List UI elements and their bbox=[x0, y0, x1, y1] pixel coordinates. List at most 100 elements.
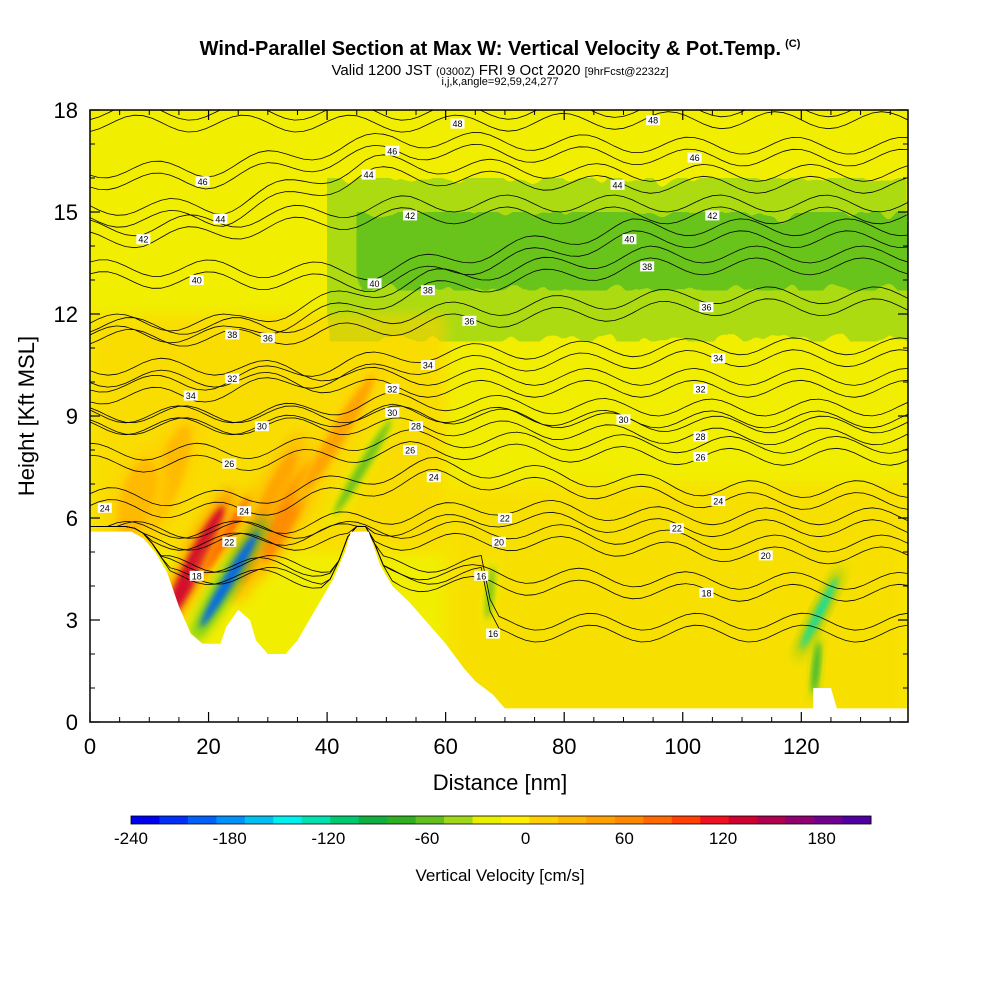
contour-label: 30 bbox=[616, 414, 631, 425]
x-tick-label: 80 bbox=[552, 734, 576, 759]
colorbar-tick-label: -120 bbox=[311, 829, 345, 848]
contour-label: 38 bbox=[420, 285, 435, 296]
contour-label: 34 bbox=[183, 390, 198, 401]
contour-label-text: 38 bbox=[642, 262, 652, 272]
colorbar-swatch bbox=[586, 816, 616, 824]
contour-label-bg bbox=[486, 628, 501, 639]
contour-label-bg bbox=[699, 302, 714, 313]
contour-label-bg bbox=[669, 523, 684, 534]
contour-label: 36 bbox=[260, 332, 275, 343]
theta-contour bbox=[90, 457, 908, 507]
contour-label: 34 bbox=[711, 353, 726, 364]
contour-label: 34 bbox=[420, 360, 435, 371]
contour-label-text: 16 bbox=[476, 571, 486, 581]
updraft-cell bbox=[162, 506, 225, 626]
contour-label-bg bbox=[426, 472, 441, 483]
contour-label-bg bbox=[222, 458, 237, 469]
contour-label-text: 30 bbox=[387, 408, 397, 418]
contour-label-bg bbox=[492, 536, 506, 547]
theta-contour bbox=[90, 154, 908, 216]
downdraft-cell bbox=[485, 566, 495, 620]
theta-contour bbox=[90, 391, 908, 424]
theta-contour bbox=[90, 286, 908, 335]
contour-label: 40 bbox=[367, 278, 382, 289]
theta-contour bbox=[90, 206, 908, 249]
contour-label: 16 bbox=[486, 628, 501, 639]
colorbar-swatch bbox=[187, 816, 217, 824]
colorbar-swatch bbox=[757, 816, 787, 824]
y-tick-label: 6 bbox=[66, 506, 78, 531]
contour-label: 22 bbox=[222, 536, 237, 547]
theta-contour bbox=[90, 245, 908, 332]
theta-contour bbox=[90, 357, 908, 386]
theta-contour bbox=[90, 511, 908, 551]
contour-label: 28 bbox=[693, 431, 708, 442]
y-tick-label: 0 bbox=[66, 710, 78, 735]
contour-label: 40 bbox=[622, 234, 637, 245]
theta-contour bbox=[90, 468, 908, 519]
colorbar-tick-label: 180 bbox=[807, 829, 835, 848]
contour-label: 24 bbox=[711, 496, 726, 507]
colorbar-tick-label: 60 bbox=[615, 829, 634, 848]
contour-label: 42 bbox=[136, 234, 151, 245]
y-tick-label: 9 bbox=[66, 404, 78, 429]
contour-label-bg bbox=[699, 587, 714, 598]
y-tick-label: 12 bbox=[54, 302, 78, 327]
contour-label-bg bbox=[640, 261, 655, 272]
colorbar-swatch bbox=[671, 816, 701, 824]
contour-label-bg bbox=[474, 570, 489, 581]
contour-label: 26 bbox=[693, 451, 708, 462]
chart-title: Wind-Parallel Section at Max W: Vertical… bbox=[199, 38, 801, 60]
colorbar: -240 -180 -120 -60 0 60 120 180 bbox=[114, 815, 872, 848]
contour-label-text: 36 bbox=[701, 303, 711, 313]
contour-label-bg bbox=[385, 407, 400, 418]
contour-label-text: 24 bbox=[100, 503, 110, 513]
contour-label-text: 26 bbox=[224, 459, 234, 469]
contour-label-bg bbox=[385, 383, 400, 394]
colorbar-tick-label: -60 bbox=[415, 829, 440, 848]
x-axis-label: Distance [nm] bbox=[433, 770, 568, 795]
x-tick-label: 120 bbox=[783, 734, 820, 759]
plot-area: 16 16 18 18 20 20 22 22 22 24 24 24 24 26 26 26 28 28 30 30… bbox=[90, 110, 908, 722]
contour-label-text: 18 bbox=[192, 571, 202, 581]
contour-label-text: 36 bbox=[464, 316, 474, 326]
colorbar-tick-label: -240 bbox=[114, 829, 148, 848]
contour-label: 32 bbox=[225, 373, 240, 384]
contour-label-text: 26 bbox=[405, 446, 415, 456]
colorbar-swatch bbox=[700, 816, 730, 824]
contour-label-bg bbox=[687, 152, 702, 163]
contour-label-bg bbox=[711, 496, 726, 506]
colorbar-swatch bbox=[415, 816, 445, 824]
contour-label-text: 40 bbox=[192, 276, 202, 286]
contour-label: 26 bbox=[403, 445, 418, 456]
contour-label-bg bbox=[237, 506, 252, 517]
contour-label: 18 bbox=[699, 587, 714, 598]
colorbar-swatch bbox=[159, 816, 189, 824]
colorbar-swatch bbox=[728, 816, 758, 824]
colorbar-swatch bbox=[814, 816, 844, 824]
colorbar-swatch bbox=[842, 816, 872, 824]
contour-label-text: 42 bbox=[707, 211, 717, 221]
contour-label-bg bbox=[385, 145, 400, 156]
colorbar-swatch bbox=[330, 816, 360, 824]
contour-label: 30 bbox=[254, 421, 269, 432]
theta-contour bbox=[90, 166, 908, 228]
contour-label-bg bbox=[254, 421, 269, 432]
contour-label-text: 30 bbox=[257, 422, 267, 432]
contour-label-text: 18 bbox=[701, 588, 711, 598]
contour-label: 42 bbox=[403, 210, 418, 221]
contour-label: 38 bbox=[225, 329, 240, 340]
contour-label: 18 bbox=[189, 570, 204, 581]
contour-label-text: 44 bbox=[215, 214, 225, 224]
contour-label-bg bbox=[420, 285, 435, 296]
contour-label-bg bbox=[195, 176, 210, 187]
contour-labels: 16 16 18 18 20 20 22 22 22 24 24 24 24 26 26 26 28 28 30 30… bbox=[97, 115, 773, 639]
colorbar-tick-label: 120 bbox=[709, 829, 737, 848]
contour-label-bg bbox=[136, 234, 151, 245]
y-tick-label: 3 bbox=[66, 608, 78, 633]
contour-label-text: 20 bbox=[494, 537, 504, 547]
contour-label-text: 42 bbox=[405, 211, 415, 221]
chart-subtitle: Valid 1200 JST (0300Z) FRI 9 Oct 2020 [9… bbox=[331, 62, 669, 79]
